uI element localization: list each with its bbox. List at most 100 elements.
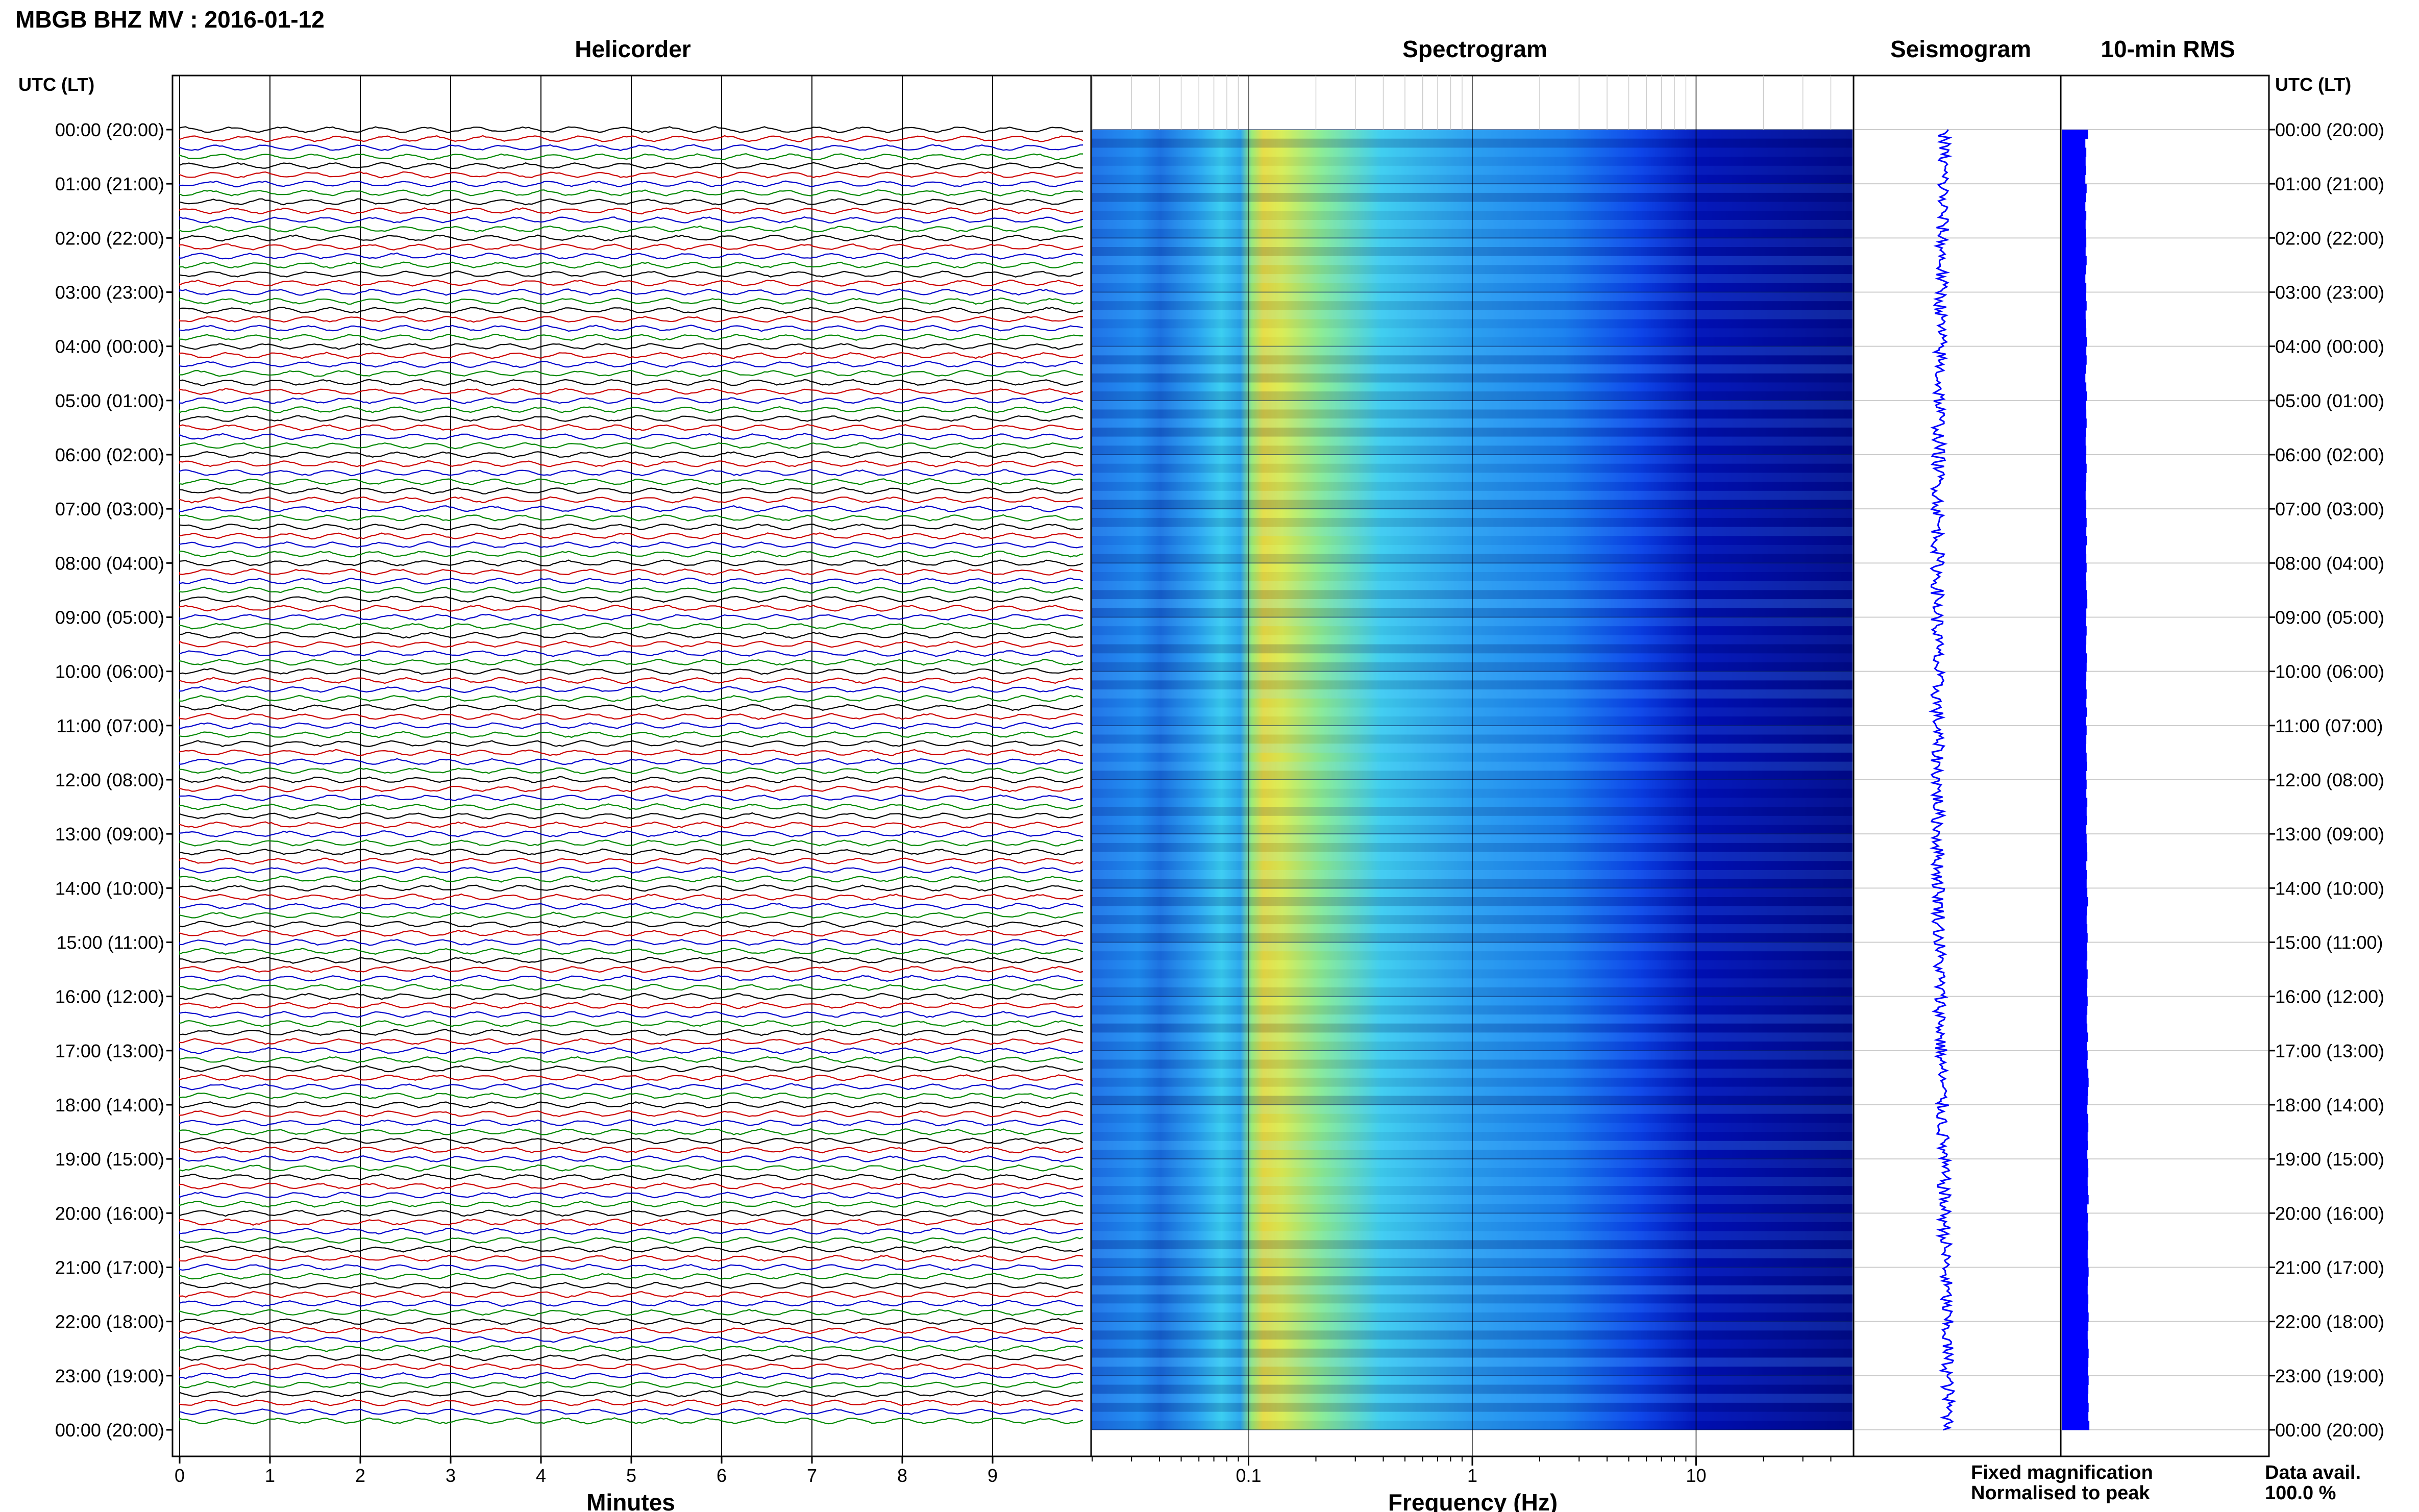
rms-bar (2062, 662, 2087, 672)
rms-bar (2062, 1357, 2089, 1367)
rms-bar (2062, 1249, 2088, 1259)
helicorder-trace (179, 144, 1083, 151)
helicorder-trace (179, 451, 1083, 459)
rms-bar (2062, 563, 2087, 573)
time-label-right: 09:00 (05:00) (2275, 607, 2384, 628)
helicorder-trace (179, 270, 1083, 278)
rms-bar (2062, 879, 2087, 888)
rms-bar (2062, 1159, 2088, 1169)
helicorder-trace (179, 1372, 1083, 1379)
rms-bar (2062, 219, 2086, 230)
rms-bar (2062, 798, 2088, 807)
rms-bar (2062, 743, 2086, 753)
time-label-right: 00:00 (20:00) (2275, 1420, 2384, 1441)
helicorder-trace (179, 604, 1083, 612)
helicorder-trace (179, 965, 1083, 973)
helicorder-trace (179, 1164, 1083, 1172)
rms-bar (2062, 436, 2086, 446)
helicorder-trace (179, 776, 1083, 784)
helicorder-trace (179, 1002, 1083, 1009)
rms-bar (2062, 716, 2086, 726)
helicorder-trace (179, 1345, 1083, 1352)
helicorder-trace (179, 532, 1083, 540)
helicorder-trace (179, 234, 1083, 242)
helicorder-trace (179, 1417, 1083, 1425)
helicorder-trace (179, 623, 1083, 630)
helicorder-trace (179, 731, 1083, 738)
helicorder-trace (179, 406, 1083, 413)
time-label-left: 22:00 (18:00) (55, 1311, 164, 1332)
data-avail-value: 100.0 % (2265, 1482, 2336, 1504)
helicorder-trace (179, 722, 1083, 730)
helicorder-trace (179, 1273, 1083, 1280)
helicorder-trace (179, 1236, 1083, 1244)
helicorder-trace (179, 1038, 1083, 1045)
helicorder-trace (179, 162, 1083, 169)
rms-bar (2062, 870, 2087, 880)
helicorder-trace (179, 667, 1083, 675)
rms-bar (2062, 328, 2087, 338)
rms-bar (2062, 238, 2087, 247)
rms-bar (2062, 788, 2087, 798)
rms-bar (2062, 1330, 2088, 1340)
helicorder-trace (179, 785, 1083, 792)
helicorder-trace (179, 1119, 1083, 1127)
rms-bar (2062, 671, 2087, 681)
rms-bar (2062, 373, 2086, 383)
helicorder-trace (179, 1318, 1083, 1325)
rms-bar (2062, 1411, 2089, 1421)
seismogram-trace (1929, 129, 1957, 1431)
rms-bar (2062, 915, 2087, 925)
helicorder-trace (179, 613, 1083, 621)
rms-bar (2062, 319, 2086, 329)
rms-bar (2062, 1231, 2089, 1241)
rms-bar (2062, 644, 2086, 654)
helicorder-trace (179, 1010, 1083, 1019)
helicorder-trace (179, 1128, 1083, 1136)
helicorder-trace (179, 1074, 1083, 1081)
helicorder-trace (179, 361, 1083, 368)
rms-bar (2062, 1348, 2089, 1358)
helicorder-trace (179, 1200, 1083, 1208)
helicorder-trace (179, 396, 1083, 405)
time-label-right: 23:00 (19:00) (2275, 1366, 2384, 1386)
time-label-left: 01:00 (21:00) (55, 173, 164, 194)
rms-bar (2062, 815, 2087, 826)
helicorder-trace (179, 180, 1083, 188)
rms-bar (2062, 463, 2087, 473)
rms-bar (2062, 761, 2087, 771)
rms-bar (2062, 599, 2088, 609)
rms-bar (2062, 175, 2086, 184)
helicorder-trace (179, 1300, 1083, 1307)
seismogram-frame (1853, 75, 2062, 1457)
rms-bar (2062, 382, 2087, 392)
rms-bar (2062, 346, 2087, 356)
rms-bar (2062, 1402, 2089, 1412)
helicorder-trace (179, 1192, 1083, 1199)
rms-bar (2062, 544, 2086, 555)
rms-bar (2062, 1042, 2087, 1051)
spectrogram-x-tick-label: 1 (1467, 1465, 1477, 1486)
rms-bar (2062, 292, 2086, 302)
helicorder-trace (179, 1182, 1083, 1190)
helicorder-trace (179, 640, 1083, 648)
helicorder-trace (179, 993, 1083, 1000)
helicorder-trace (179, 559, 1083, 567)
rms-bar (2062, 924, 2088, 934)
helicorder-trace (179, 821, 1083, 829)
helicorder-trace (179, 1354, 1083, 1361)
helicorder-trace (179, 956, 1083, 964)
time-label-left: 11:00 (07:00) (57, 715, 164, 736)
rms-bar (2062, 247, 2086, 257)
helicorder-trace (179, 839, 1083, 847)
rms-bar (2062, 1050, 2088, 1060)
helicorder-trace (179, 1390, 1083, 1398)
time-label-right: 16:00 (12:00) (2275, 986, 2384, 1007)
helicorder-trace (179, 596, 1083, 603)
rms-bar (2062, 391, 2087, 401)
helicorder-trace (179, 929, 1083, 937)
spectrogram-x-axis: 0.1 1 10 (1092, 76, 1832, 1486)
helicorder-trace (179, 523, 1083, 531)
rms-bar (2062, 1294, 2089, 1304)
